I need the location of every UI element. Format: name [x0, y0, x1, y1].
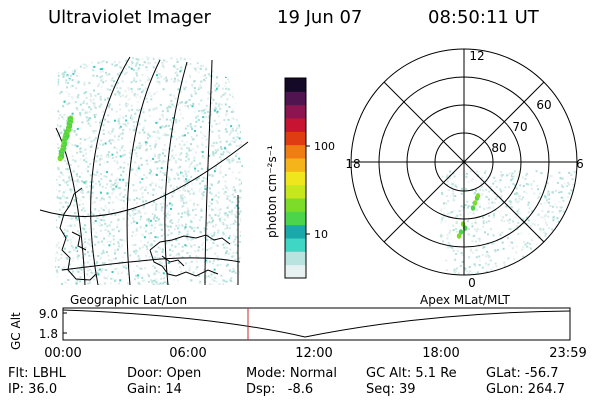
colorbar-segment — [285, 118, 306, 132]
colorbar-segment — [285, 158, 306, 172]
colorbar-segment — [285, 238, 306, 252]
colorbar-segment — [285, 211, 306, 226]
altitude-tick-9: 9.0 — [39, 307, 58, 321]
colorbar-frame — [284, 77, 307, 279]
colorbar-segment — [285, 224, 306, 239]
colorbar-tick-100: 100 — [314, 140, 335, 153]
geographic-label: Geographic Lat/Lon — [70, 293, 187, 307]
altitude-curve — [62, 309, 571, 338]
time-tick-1800: 18:00 — [422, 346, 459, 361]
colorbar-segment — [285, 131, 306, 146]
mlt-label-0: 0 — [468, 276, 476, 290]
status-gc-alt: GC Alt: 5.1 Re — [366, 366, 457, 381]
colorbar-segment — [285, 144, 306, 159]
status-mode: Mode: Normal — [246, 366, 337, 381]
mlat-label-70: 70 — [512, 120, 527, 134]
status-filter: Flt: LBHL — [8, 366, 66, 381]
colorbar-tick-10: 10 — [314, 228, 328, 241]
polar-panel: 12 18 6 0 60 70 80 — [345, 48, 584, 290]
apex-label: Apex MLat/MLT — [420, 293, 510, 307]
altitude-tick-1-8: 1.8 — [39, 327, 58, 341]
uv-emission-field — [55, 56, 243, 285]
polar-grid — [350, 48, 578, 276]
instrument-title: Ultraviolet Imager — [48, 7, 211, 28]
time-tick-0000: 00:00 — [44, 346, 81, 361]
status-dsp: Dsp: -8.6 — [246, 382, 314, 397]
auroral-streak — [57, 115, 74, 162]
colorbar-segment — [285, 251, 306, 266]
colorbar: 100 10 photon cm⁻²s⁻¹ — [265, 77, 335, 279]
status-glon: GLon: 264.7 — [486, 382, 566, 397]
colorbar-label: photon cm⁻²s⁻¹ — [265, 145, 279, 238]
status-seq: Seq: 39 — [366, 382, 416, 397]
altitude-plot-frame — [62, 307, 571, 341]
colorbar-segment — [285, 198, 306, 212]
geographic-map-panel — [39, 56, 249, 286]
status-glat: GLat: -56.7 — [486, 366, 559, 381]
colorbar-segment — [285, 264, 306, 279]
colorbar-segment — [285, 78, 306, 92]
mlat-label-80: 80 — [491, 141, 506, 155]
status-door: Door: Open — [127, 366, 202, 381]
time-tick-0600: 06:00 — [169, 346, 206, 361]
mlt-label-12: 12 — [469, 49, 484, 63]
status-gain: Gain: 14 — [127, 382, 182, 397]
mlt-label-18: 18 — [345, 157, 360, 171]
time-tick-1200: 12:00 — [295, 346, 332, 361]
mlat-label-60: 60 — [536, 98, 551, 112]
altitude-axis-label: GC Alt — [9, 312, 23, 350]
mlt-label-6: 6 — [576, 157, 584, 171]
status-ip: IP: 36.0 — [8, 382, 58, 397]
time-label: 08:50:11 UT — [428, 7, 539, 28]
geo-grid — [39, 56, 249, 286]
date-label: 19 Jun 07 — [277, 7, 363, 28]
time-tick-2359: 23:59 — [549, 346, 586, 361]
altitude-plot: GC Alt 9.0 1.8 00:00 06:00 12:00 18:00 2… — [9, 307, 587, 361]
colorbar-segment — [285, 171, 306, 186]
coastline — [59, 187, 231, 281]
colorbar-segment — [285, 184, 306, 199]
colorbar-segment — [285, 91, 306, 106]
colorbar-segment — [285, 104, 306, 119]
